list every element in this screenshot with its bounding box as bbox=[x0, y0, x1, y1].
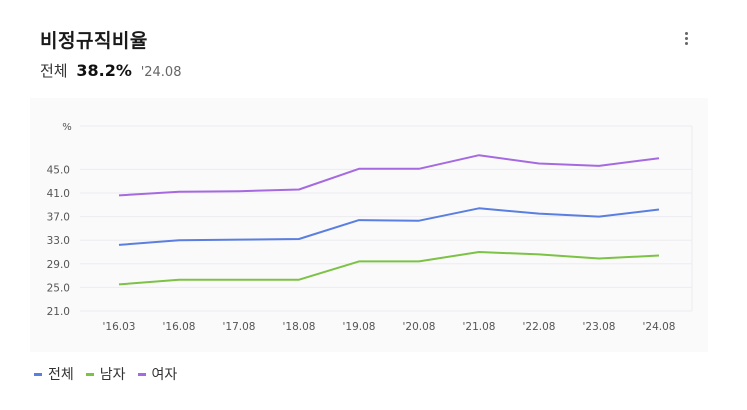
y-tick-label: 33.0 bbox=[47, 235, 70, 247]
summary-label: 전체 bbox=[40, 62, 68, 80]
y-tick-label: 37.0 bbox=[47, 212, 70, 224]
x-tick-label: '19.08 bbox=[343, 321, 376, 333]
x-tick-label: '16.08 bbox=[163, 321, 196, 333]
series-line-female[interactable] bbox=[118, 154, 660, 197]
x-tick-label: '23.08 bbox=[583, 321, 616, 333]
line-chart: %21.025.029.033.037.041.045.0 '16.03'16.… bbox=[47, 122, 693, 333]
legend-label: 여자 bbox=[151, 367, 178, 383]
legend-item-female[interactable]: 여자 bbox=[137, 364, 178, 384]
grid bbox=[80, 125, 693, 312]
chart-area: % 21.0 25.0 29.0 33.0 37.0 41.0 45.0 '16.03'16.… bbox=[30, 98, 708, 352]
y-tick-label: 21.0 bbox=[47, 306, 70, 318]
x-tick-label: '24.08 bbox=[643, 321, 676, 333]
legend-item-male[interactable]: 남자 bbox=[85, 364, 126, 384]
y-tick-label: 25.0 bbox=[47, 282, 70, 294]
legend-label: 남자 bbox=[99, 367, 126, 383]
x-tick-label: '20.08 bbox=[403, 321, 436, 333]
y-tick-label: 45.0 bbox=[47, 164, 70, 176]
legend-item-total[interactable]: 전체 bbox=[34, 364, 74, 384]
x-tick-label: '18.08 bbox=[283, 321, 316, 333]
legend-label: 전체 bbox=[48, 367, 74, 383]
y-tick-label: 41.0 bbox=[47, 188, 70, 200]
more-options-icon[interactable] bbox=[681, 30, 691, 50]
summary-value: 38.2% bbox=[76, 61, 132, 80]
x-tick-label: '21.08 bbox=[463, 321, 496, 333]
legend: 전체 남자 여자 bbox=[34, 364, 177, 384]
y-unit-label: % bbox=[62, 122, 72, 133]
legend-swatch bbox=[85, 372, 94, 376]
x-tick-label: '16.03 bbox=[103, 321, 136, 333]
y-axis: % 21.0 25.0 29.0 33.0 37.0 41.0 45.0 bbox=[47, 122, 72, 318]
legend-swatch bbox=[137, 372, 146, 376]
x-tick-label: '17.08 bbox=[223, 321, 256, 333]
legend-swatch bbox=[34, 372, 42, 376]
chart-title: 비정규직비율 bbox=[40, 30, 148, 52]
summary-date: '24.08 bbox=[140, 65, 182, 80]
series-lines bbox=[118, 154, 660, 286]
series-line-total[interactable] bbox=[118, 207, 660, 246]
x-tick-label: '22.08 bbox=[523, 321, 556, 333]
x-axis: '16.03 '16.08 '17.08 '18.08 '19.08 '20.08 '21.… bbox=[103, 321, 676, 333]
y-tick-label: 29.0 bbox=[47, 259, 70, 271]
series-line-male[interactable] bbox=[118, 251, 660, 286]
summary: 전체 38.2% '24.08 bbox=[40, 60, 181, 81]
